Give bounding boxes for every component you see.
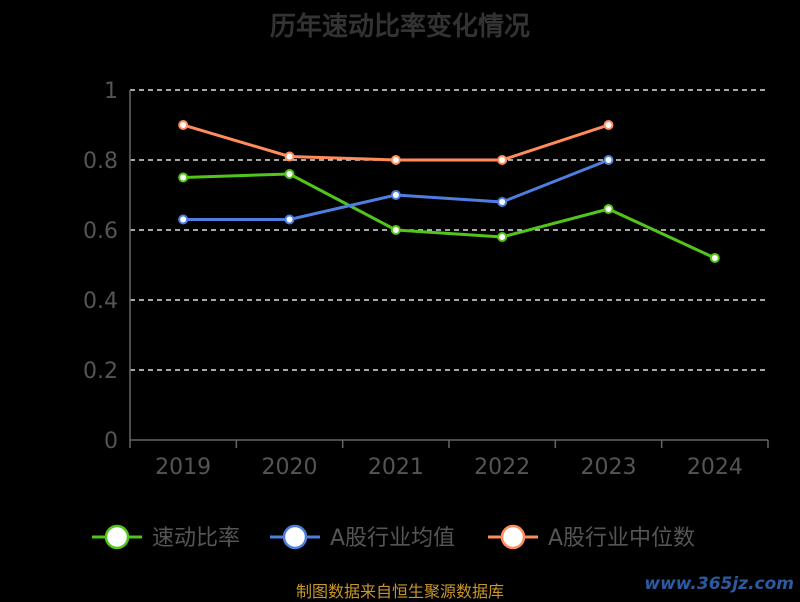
data-point: [390, 190, 401, 200]
legend-label: 速动比率: [152, 526, 240, 551]
source-note: 制图数据来自恒生聚源数据库: [295, 582, 504, 601]
data-point: [603, 155, 614, 165]
data-point: [284, 151, 295, 162]
axes: 0 0.2 0.4 0.6 0.8 1 2019 2020 2021 2022 2023 2024: [83, 79, 769, 480]
data-point: [497, 155, 508, 165]
data-point: [178, 172, 189, 183]
data-point: [390, 225, 401, 235]
series-line: [183, 172, 716, 260]
data-point: [709, 253, 720, 263]
x-tick-label: 2024: [687, 455, 743, 480]
series-lines: [178, 120, 720, 263]
data-point: [497, 232, 508, 242]
y-tick-label: 0.4: [83, 289, 118, 314]
chart-title: 历年速动比率变化情况: [269, 12, 530, 42]
series-line: [182, 123, 609, 162]
data-point: [178, 214, 189, 225]
y-tick-label: 0.8: [83, 149, 118, 174]
data-point: [284, 169, 295, 179]
x-tick-label: 2021: [368, 455, 424, 480]
y-tick-label: 0: [104, 429, 118, 454]
y-tick-label: 0.2: [83, 359, 118, 384]
watermark: www.365jz.com: [644, 574, 794, 594]
data-point: [390, 155, 401, 165]
x-tick-label: 2023: [581, 455, 637, 480]
x-tick-label: 2019: [155, 455, 211, 480]
legend-marker: [500, 524, 526, 550]
legend-label: A股行业均值: [330, 526, 455, 551]
data-point: [284, 214, 295, 225]
legend: 速动比率 A股行业均值 A股行业中位数: [92, 524, 695, 551]
legend-label: A股行业中位数: [548, 526, 695, 551]
series-line: [183, 158, 610, 221]
data-point: [497, 197, 508, 207]
data-point: [178, 120, 189, 130]
y-tick-label: 1: [104, 79, 118, 104]
data-point: [603, 204, 614, 214]
x-tick-label: 2020: [262, 455, 318, 480]
y-tick-label: 0.6: [83, 219, 118, 244]
grid-lines: [130, 89, 768, 371]
x-tick-label: 2022: [474, 455, 530, 480]
data-point: [603, 120, 614, 130]
legend-marker: [282, 524, 308, 550]
legend-marker: [104, 524, 130, 550]
